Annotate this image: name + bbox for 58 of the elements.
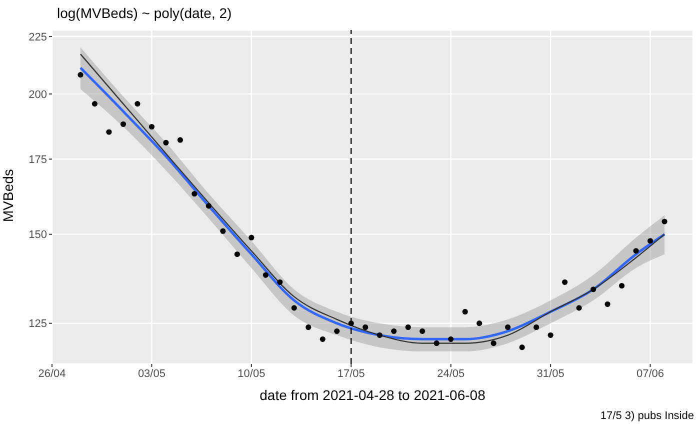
- point: [277, 279, 283, 285]
- point: [291, 305, 297, 311]
- point: [505, 324, 511, 330]
- y-axis-title: MVBeds: [0, 169, 16, 222]
- point: [78, 72, 84, 78]
- point: [562, 279, 568, 285]
- x-axis-title: date from 2021-04-28 to 2021-06-08: [260, 387, 486, 403]
- point: [148, 124, 155, 130]
- point: [262, 272, 268, 278]
- x-tick-label: 26/04: [38, 368, 66, 380]
- point: [106, 129, 112, 135]
- point: [192, 190, 198, 197]
- x-tick-label: 17/05: [337, 368, 365, 380]
- y-tick-label: 125: [28, 318, 47, 330]
- point: [462, 308, 468, 315]
- point: [348, 320, 354, 326]
- point: [647, 238, 654, 244]
- point: [618, 282, 625, 289]
- chart-title: log(MVBeds) ~ poly(date, 2): [57, 5, 232, 21]
- point: [234, 251, 240, 258]
- point: [248, 234, 254, 240]
- point: [362, 324, 368, 330]
- point: [92, 101, 98, 107]
- x-tick-label: 24/05: [437, 368, 465, 380]
- point: [120, 121, 126, 127]
- point: [163, 140, 169, 146]
- x-tick-label: 03/05: [138, 368, 166, 380]
- point: [220, 228, 226, 234]
- x-tick-label: 07/06: [636, 368, 664, 380]
- point: [590, 286, 596, 292]
- y-tick-label: 225: [28, 31, 47, 44]
- y-tick-label: 150: [28, 229, 47, 242]
- point: [334, 328, 340, 334]
- point: [177, 137, 183, 143]
- point: [420, 328, 426, 334]
- point: [134, 101, 140, 107]
- point: [306, 324, 312, 330]
- point: [548, 332, 554, 338]
- point: [633, 248, 639, 254]
- point: [376, 332, 382, 338]
- point: [576, 305, 582, 311]
- point: [391, 328, 397, 334]
- y-tick-label: 175: [28, 154, 47, 166]
- point: [206, 203, 212, 209]
- point: [320, 336, 326, 342]
- y-tick-label: 200: [28, 88, 47, 101]
- text: 17/5 3) pubs Inside: [600, 410, 694, 422]
- point: [405, 324, 411, 330]
- point: [490, 340, 496, 346]
- x-tick-label: 10/05: [238, 368, 266, 380]
- point: [519, 344, 525, 350]
- point: [662, 218, 668, 224]
- point: [534, 324, 540, 330]
- point: [604, 301, 610, 307]
- point: [434, 340, 440, 346]
- point: [448, 336, 454, 342]
- point: [476, 320, 482, 326]
- x-tick-label: 31/05: [536, 368, 564, 380]
